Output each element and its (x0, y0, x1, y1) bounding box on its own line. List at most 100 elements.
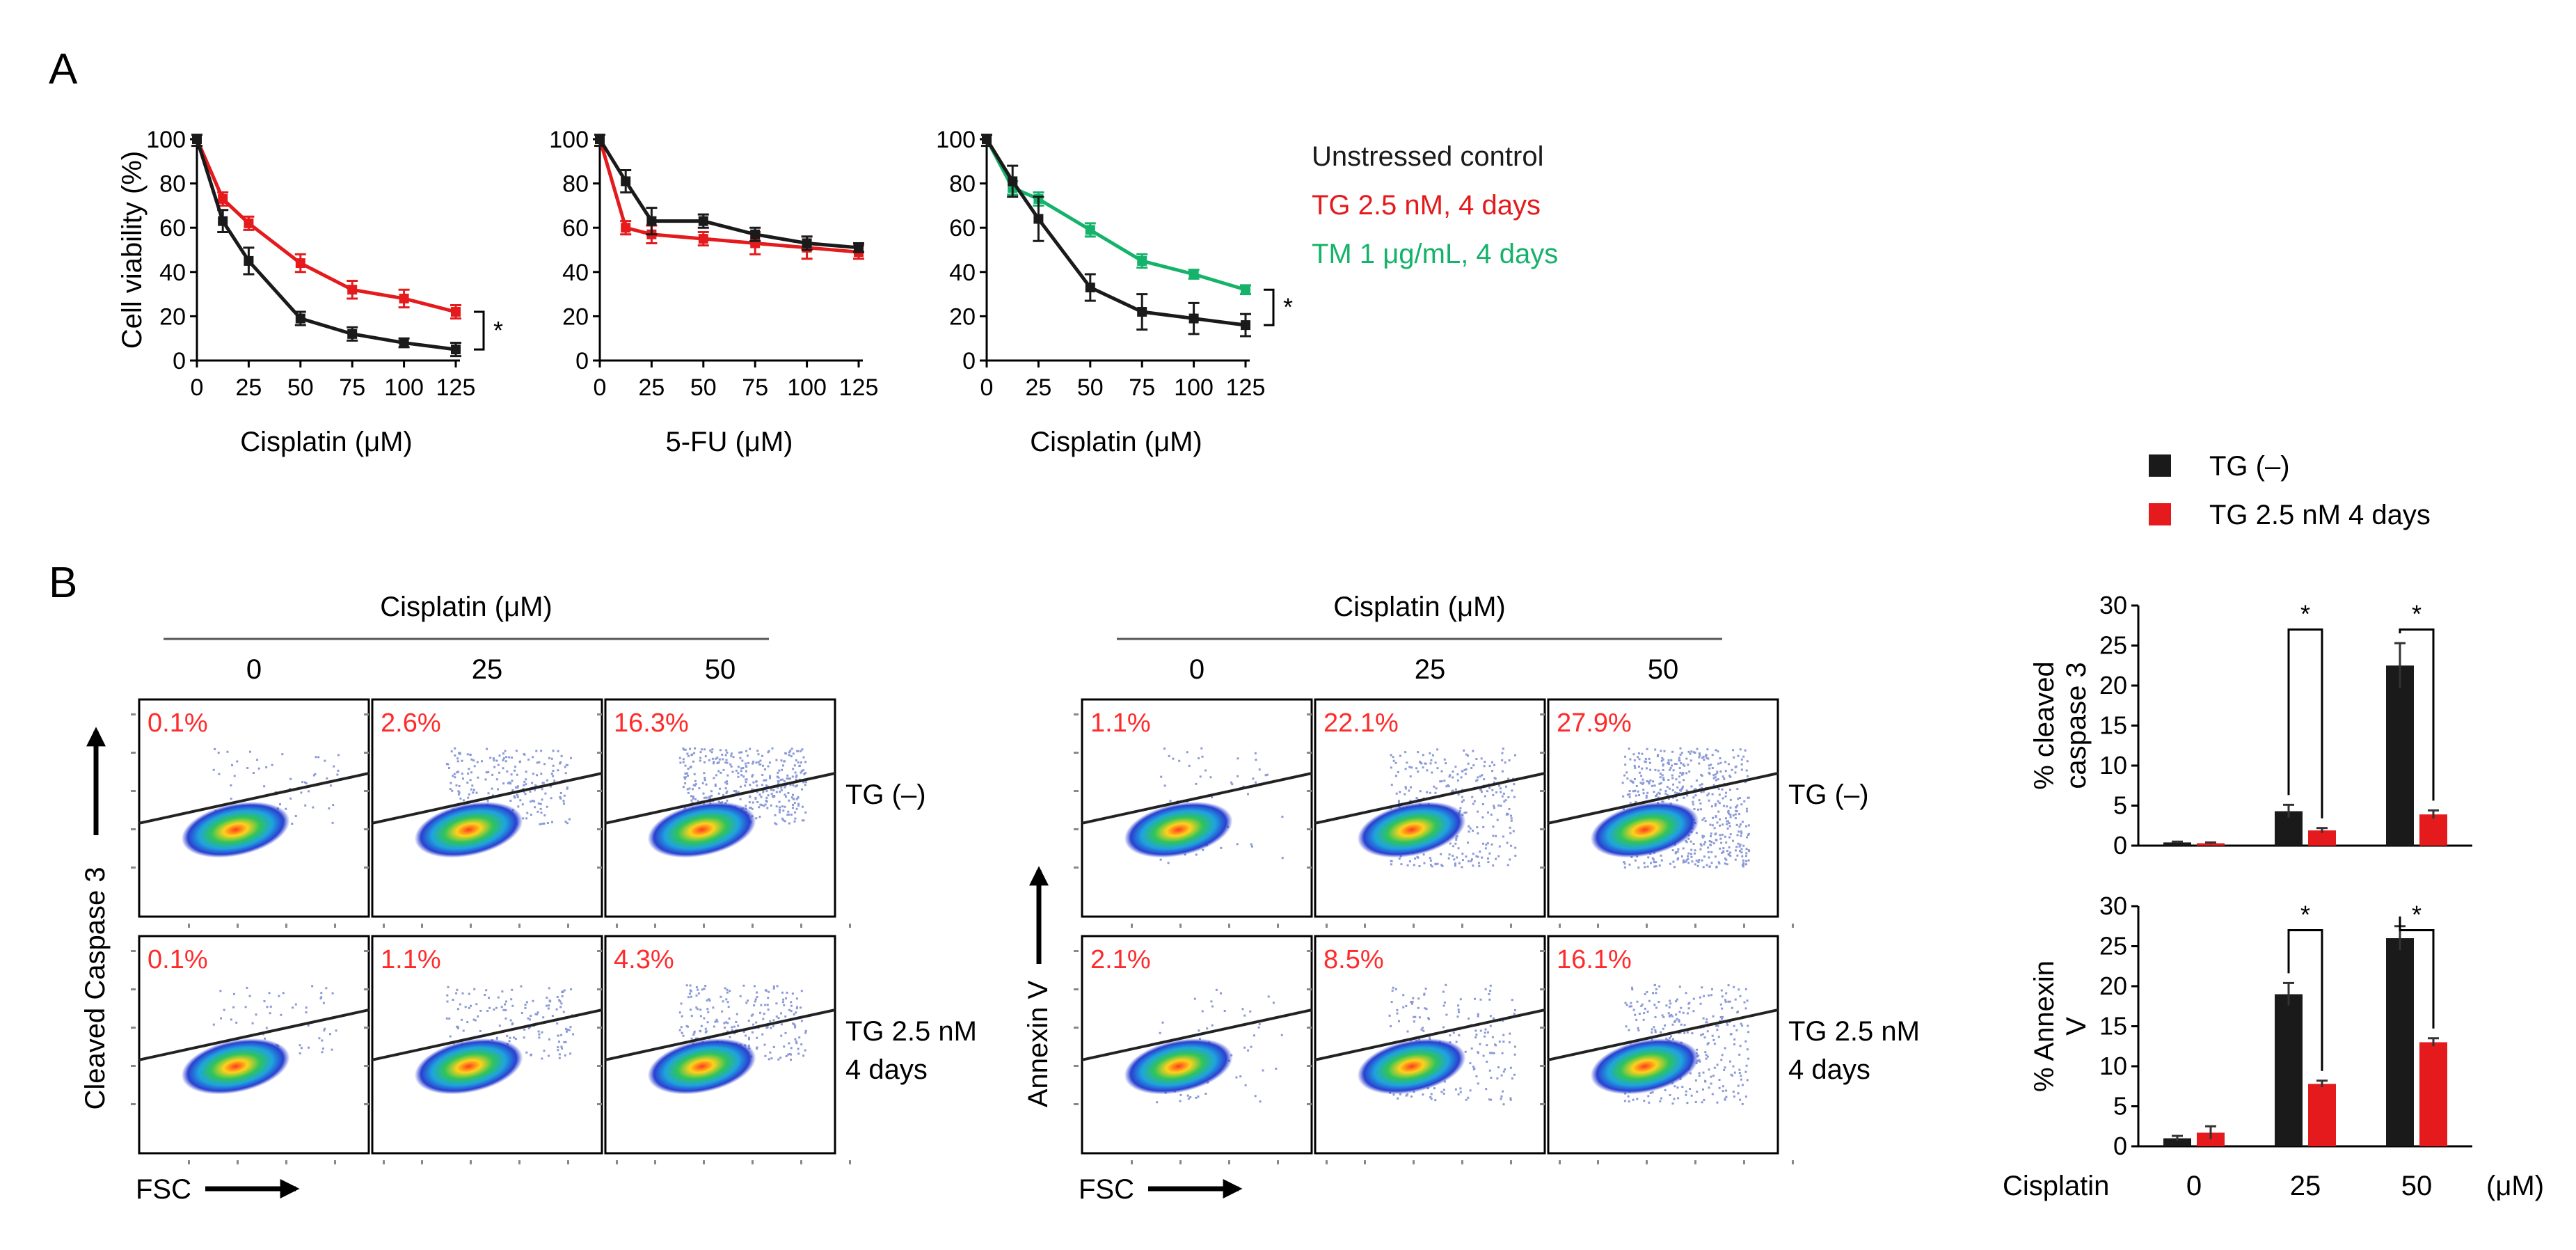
tick-mark (1326, 1160, 1328, 1164)
tick-mark (285, 1160, 287, 1164)
cell-population (1124, 802, 1233, 858)
tick-mark (752, 1160, 754, 1164)
x-tick-label: 0 (191, 374, 204, 401)
flow-plot-caspase-0-2: 16.3% (597, 698, 851, 928)
tick-mark (1540, 828, 1545, 830)
x-tick-label: 100 (384, 374, 424, 401)
tick-mark (597, 1027, 602, 1029)
dose-header: Cisplatin (μM) (380, 592, 552, 622)
tick-mark (1307, 1065, 1312, 1067)
tick-mark (364, 790, 369, 792)
gate-percentage: 27.9% (1557, 709, 1632, 738)
flow-plot-caspase-0-0: 0.1% (131, 698, 385, 928)
tick-mark (1743, 924, 1745, 928)
tick-mark (597, 713, 602, 715)
tick-mark (1074, 1065, 1079, 1067)
significance-star: * (2412, 600, 2422, 628)
y-tick-label: 60 (159, 215, 186, 242)
tick-mark (1540, 752, 1545, 754)
tick-mark (1131, 1160, 1133, 1164)
data-point (698, 234, 708, 244)
significance-bracket (2399, 916, 2435, 1029)
tick-mark (383, 924, 385, 928)
tick-mark (654, 1160, 656, 1164)
y-tick-label: 20 (2099, 671, 2127, 699)
bar-legend-swatch-tg (2149, 503, 2171, 525)
cell-viability-5fu-chart: 0 20 40 60 80 100 0 25 50 75 100 125 5-FU (μM) (549, 127, 878, 457)
data-point (1188, 313, 1199, 324)
bar-0-50 (2386, 938, 2414, 1146)
cell-population (647, 802, 756, 858)
data-point (347, 285, 358, 295)
y-tick-label: 30 (2099, 892, 2127, 920)
tick-mark (334, 924, 336, 928)
gate-line (1314, 1008, 1545, 1061)
row-label-1: 4 days (1788, 1054, 1870, 1085)
bar-1-25 (2308, 830, 2336, 846)
tick-mark (1074, 988, 1079, 990)
dose-label-50: 50 (705, 654, 736, 685)
bar-1-0 (2197, 843, 2225, 846)
tick-mark (1694, 924, 1696, 928)
tick-mark (597, 867, 602, 869)
x-axis-label: Cisplatin (μM) (240, 427, 413, 457)
tick-mark (1540, 867, 1545, 869)
gate-percentage: 1.1% (1090, 709, 1151, 738)
tick-mark (1540, 790, 1545, 792)
gate-percentage: 2.1% (1090, 945, 1151, 974)
data-point (750, 229, 761, 239)
tick-mark (285, 924, 287, 928)
x-tick-label: 75 (339, 374, 365, 401)
bar-legend-tg-minus: TG (–) (2209, 451, 2290, 482)
gate-line (372, 1008, 603, 1061)
data-point (1085, 225, 1095, 235)
significance-bracket (474, 310, 485, 351)
tick-mark (470, 924, 472, 928)
x-tick-label: 75 (1129, 374, 1155, 401)
cell-population (181, 802, 290, 858)
event-dots (1621, 747, 1751, 869)
tick-mark (334, 1160, 336, 1164)
data-point (1137, 307, 1147, 317)
bar-legend-tg: TG 2.5 nM 4 days (2209, 500, 2431, 530)
tick-mark (1277, 924, 1279, 928)
tick-mark (1540, 988, 1545, 990)
y-tick-label: 100 (936, 127, 976, 153)
data-point (244, 255, 254, 266)
tick-mark (597, 1065, 602, 1067)
data-point (244, 218, 254, 228)
cell-population (414, 1038, 523, 1095)
tick-mark (567, 924, 569, 928)
y-tick-label: 80 (949, 171, 976, 198)
cell-population (1590, 1038, 1699, 1095)
gate-line (138, 772, 369, 825)
gate-line (372, 772, 603, 825)
tick-mark (421, 924, 423, 928)
tick-mark (364, 867, 369, 869)
x-tick-label: 0 (980, 374, 994, 401)
y-tick-label: 60 (562, 215, 589, 242)
row-label-1: TG 2.5 nM (1788, 1016, 1920, 1047)
tick-mark (1510, 924, 1512, 928)
tick-mark (1792, 924, 1794, 928)
bar-1-50 (2419, 1042, 2447, 1146)
tick-mark (1326, 924, 1328, 928)
cell-population (414, 802, 523, 858)
tick-mark (188, 1160, 190, 1164)
data-point (982, 134, 992, 144)
event-dots (445, 985, 575, 1061)
tick-mark (1074, 1027, 1079, 1029)
tick-mark (703, 1160, 705, 1164)
tick-mark (1074, 828, 1079, 830)
data-point (399, 293, 409, 303)
tick-mark (364, 752, 369, 754)
tick-mark (1074, 867, 1079, 869)
tick-mark (1074, 790, 1079, 792)
tick-mark (616, 924, 618, 928)
y-tick-label: 10 (2099, 1052, 2127, 1080)
tick-mark (131, 1027, 136, 1029)
significance-star: * (1283, 293, 1293, 322)
gate-line (1548, 772, 1779, 825)
x-tick-label: 25 (638, 374, 665, 401)
